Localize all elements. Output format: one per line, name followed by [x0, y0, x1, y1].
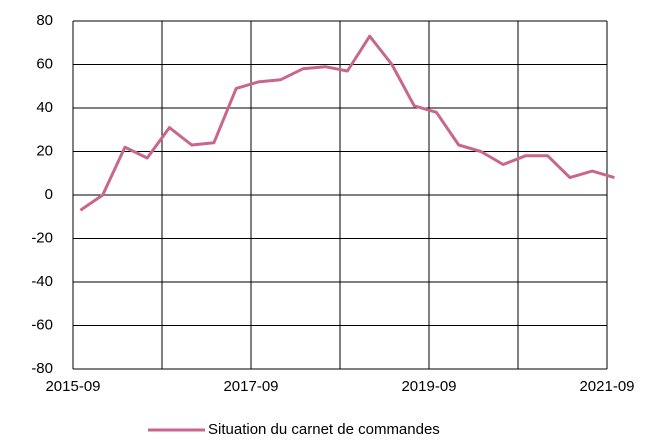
- legend-label: Situation du carnet de commandes: [208, 421, 440, 438]
- y-tick-label: -80: [31, 360, 53, 377]
- y-tick-label: 40: [36, 99, 53, 116]
- y-tick-label: -20: [31, 229, 53, 246]
- y-tick-label: 80: [36, 12, 53, 29]
- x-tick-label: 2021-09: [579, 378, 634, 395]
- line-series: [79, 34, 615, 212]
- x-tick-label: 2019-09: [401, 378, 456, 395]
- y-tick-label: 0: [45, 186, 53, 203]
- x-tick-label: 2017-09: [223, 378, 278, 395]
- y-tick-label: -40: [31, 273, 53, 290]
- y-tick-label: -60: [31, 316, 53, 333]
- x-tick-label: 2015-09: [45, 378, 100, 395]
- y-tick-label: 60: [36, 55, 53, 72]
- y-tick-label: 20: [36, 142, 53, 159]
